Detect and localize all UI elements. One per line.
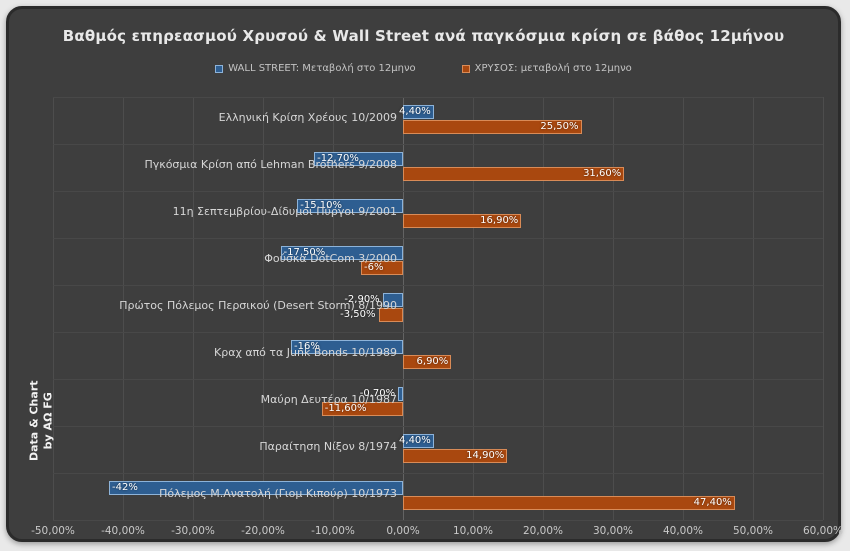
x-axis-tick-label: -10,00%: [311, 525, 355, 537]
row-gridline: [53, 426, 823, 427]
bar-value-label: -11,60%: [324, 403, 367, 414]
bar-wall-street: [314, 152, 403, 166]
row-gridline: [53, 285, 823, 286]
watermark-credit: Data & Chart by ΑΩ FG: [27, 351, 55, 491]
legend: WALL STREET: Μεταβολή στο 12μηνο ΧΡΥΣΟΣ:…: [9, 63, 838, 74]
gridline: [263, 97, 264, 520]
watermark-line1: Data & Chart: [27, 380, 41, 462]
bar-value-label: -2,90%: [344, 294, 380, 305]
bar-value-label: -0,70%: [359, 388, 396, 399]
category-label: Μαύρη Δευτέρα 10/1987: [260, 393, 397, 406]
bar-value-label: -42%: [112, 482, 138, 493]
row-gridline: [53, 332, 823, 333]
x-axis-tick-label: 60,00%: [802, 525, 844, 537]
bar-value-label: 16,90%: [480, 215, 519, 226]
bar-gold: [403, 120, 582, 134]
gridline: [683, 97, 684, 520]
legend-item-wallstreet: WALL STREET: Μεταβολή στο 12μηνο: [215, 63, 416, 74]
x-axis-tick-label: 20,00%: [522, 525, 564, 537]
x-axis-tick-label: -30,00%: [171, 525, 215, 537]
row-gridline: [53, 379, 823, 380]
x-axis: -50,00% -40,00% -30,00% -20,00% -10,00% 0,00%…: [31, 525, 843, 541]
category-label: Πόλεμος Μ.Ανατολή (Γιομ Κιπούρ) 10/1973: [159, 487, 397, 500]
category-label: Φούσκα DotCom 3/2000: [264, 252, 397, 265]
legend-item-gold: ΧΡΥΣΟΣ: μεταβολή στο 12μηνο: [461, 63, 632, 74]
bar-value-label: -6%: [364, 262, 384, 273]
x-axis-tick-label: -40,00%: [101, 525, 145, 537]
row-gridline: [53, 97, 823, 98]
wallstreet-swatch-icon: [215, 64, 224, 73]
bar-wall-street: [280, 246, 403, 260]
plot-area: 4,40% 25,50% Ελληνική Κρίση Χρέους 10/2009…: [53, 97, 824, 521]
bar-gold: [403, 355, 452, 369]
x-axis-tick-label: 40,00%: [662, 525, 704, 537]
category-label: 11η Σεπτεμβρίου-Δίδυμοι Πύργοι 9/2001: [172, 205, 397, 218]
bar-value-label: -15,10%: [300, 200, 343, 211]
bar-gold: [361, 261, 403, 275]
bar-wall-street: [297, 199, 403, 213]
gridline: [543, 97, 544, 520]
gridline: [53, 97, 54, 520]
bar-value-label: -17,50%: [283, 247, 326, 258]
bar-wall-street: [382, 293, 403, 307]
bar-value-label: -16%: [294, 341, 320, 352]
gridline: [473, 97, 474, 520]
gridline: [193, 97, 194, 520]
x-axis-tick-label: 30,00%: [592, 525, 634, 537]
bar-gold: [403, 167, 625, 181]
chart-title: Βαθμός επηρεασμού Χρυσού & Wall Street α…: [62, 27, 785, 45]
gridline: [613, 97, 614, 520]
bar-value-label: 4,40%: [399, 106, 431, 117]
bar-value-label: -12,70%: [317, 153, 359, 164]
bar-gold: [321, 402, 403, 416]
gridline: [333, 97, 334, 520]
gold-swatch-icon: [461, 64, 470, 73]
category-label: Πρώτος Πόλεμος Περσικού (Desert Storm) 8…: [119, 299, 397, 312]
bar-value-label: 14,90%: [466, 450, 505, 461]
gridline: [823, 97, 824, 520]
bar-gold: [403, 496, 735, 510]
category-label: Κραχ από τα Junk Bonds 10/1989: [214, 346, 397, 359]
x-axis-tick-label: 0,00%: [386, 525, 420, 537]
bar-gold: [403, 214, 522, 228]
bar-value-label: 31,60%: [583, 168, 622, 179]
gridline: [123, 97, 124, 520]
chart-frame: Βαθμός επηρεασμού Χρυσού & Wall Street α…: [6, 6, 843, 542]
watermark-line2: by ΑΩ FG: [41, 392, 54, 450]
gridline: [753, 97, 754, 520]
bar-value-label: 47,40%: [693, 497, 732, 508]
bar-value-label: 4,40%: [399, 435, 431, 446]
category-label: Ελληνική Κρίση Χρέους 10/2009: [218, 111, 397, 124]
row-gridline: [53, 473, 823, 474]
category-label: Πγκόσμια Κρίση από Lehman Brothers 9/200…: [144, 158, 397, 171]
row-gridline: [53, 238, 823, 239]
x-axis-tick-label: -50,00%: [31, 525, 75, 537]
bar-gold: [378, 308, 403, 322]
legend-label-wallstreet: WALL STREET: Μεταβολή στο 12μηνο: [228, 63, 416, 74]
bar-value-label: 25,50%: [540, 121, 579, 132]
bar-value-label: 6,90%: [416, 356, 449, 367]
row-gridline: [53, 191, 823, 192]
x-axis-tick-label: 10,00%: [452, 525, 494, 537]
bar-gold: [403, 449, 508, 463]
bar-wall-street: [398, 387, 403, 401]
bar-wall-street: [291, 340, 403, 354]
category-label: Παραίτηση Νίξον 8/1974: [259, 440, 397, 453]
row-gridline: [53, 520, 823, 521]
bar-wall-street: [403, 434, 434, 448]
legend-label-gold: ΧΡΥΣΟΣ: μεταβολή στο 12μηνο: [474, 63, 632, 74]
x-axis-tick-label: -20,00%: [241, 525, 285, 537]
x-axis-tick-label: 50,00%: [732, 525, 774, 537]
bar-wall-street: [403, 105, 434, 119]
bar-value-label: -3,50%: [340, 309, 376, 320]
zero-axis-line: [403, 97, 404, 520]
row-gridline: [53, 144, 823, 145]
bar-wall-street: [109, 481, 403, 495]
